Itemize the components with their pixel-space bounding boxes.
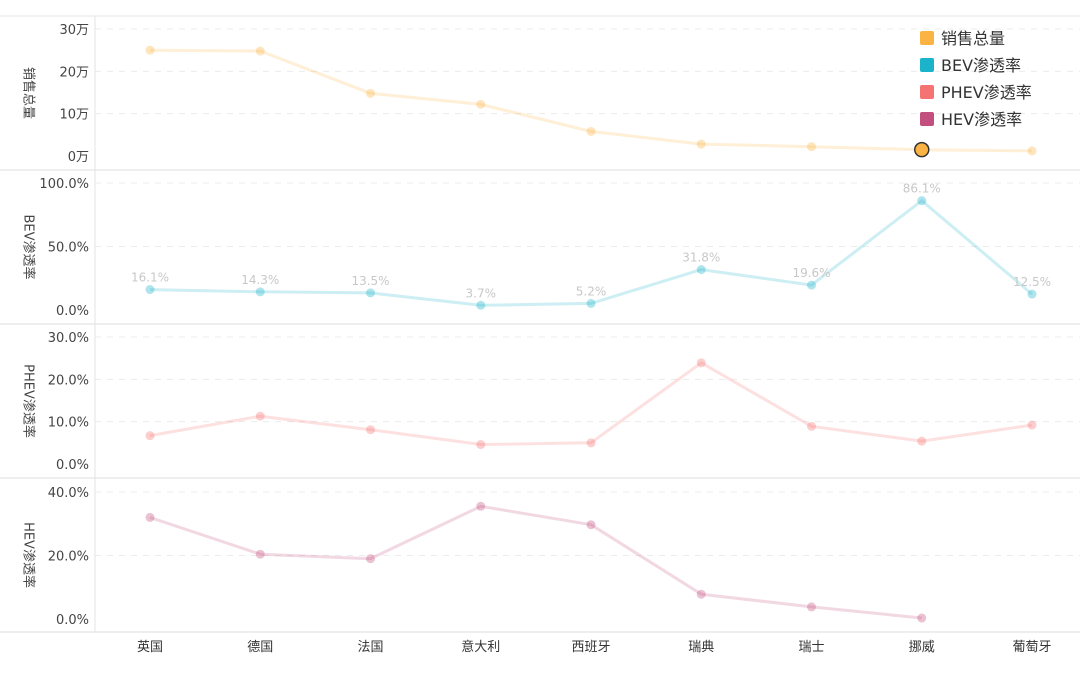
data-point: [586, 520, 596, 530]
data-label: 16.1%: [131, 271, 169, 285]
data-point: [917, 436, 927, 446]
data-point: [1027, 420, 1037, 430]
y-axis-title: PHEV渗透率: [21, 364, 37, 438]
series-line-0: [149, 48, 1033, 153]
y-tick-label: 0.0%: [56, 304, 89, 319]
data-point: [145, 431, 155, 441]
data-point: [586, 438, 596, 448]
data-point: [586, 298, 596, 308]
y-tick-label: 0.0%: [56, 613, 89, 628]
y-tick-label: 0万: [68, 150, 89, 165]
y-tick-label: 20万: [59, 65, 89, 80]
data-point: [476, 501, 486, 511]
series-line-1: [149, 199, 1033, 307]
data-label: 3.7%: [466, 286, 497, 300]
data-point: [696, 358, 706, 368]
data-label: 12.5%: [1013, 275, 1051, 289]
data-point: [807, 602, 816, 612]
data-point: [1027, 289, 1037, 299]
data-point: [807, 280, 816, 290]
data-point: [1027, 146, 1037, 156]
y-tick-label: 40.0%: [48, 486, 89, 501]
legend-swatch: [920, 85, 934, 99]
y-axis-title: 销售总量: [21, 67, 37, 119]
data-point: [696, 139, 706, 149]
data-point: [255, 411, 265, 421]
y-tick-label: 20.0%: [48, 550, 89, 565]
y-tick-label: 30万: [59, 23, 89, 38]
data-point: [366, 88, 375, 98]
x-tick-label: 法国: [357, 640, 383, 655]
x-tick-label: 挪威: [909, 640, 935, 655]
data-point: [917, 613, 927, 623]
data-point: [476, 300, 486, 310]
series-line-3: [149, 504, 922, 620]
x-tick-label: 瑞士: [798, 640, 824, 655]
legend-label: PHEV渗透率: [941, 83, 1032, 102]
y-tick-label: 10.0%: [48, 416, 89, 431]
y-axis-title: HEV渗透率: [21, 522, 37, 588]
data-label: 31.8%: [682, 251, 720, 265]
y-tick-label: 100.0%: [39, 177, 89, 192]
x-tick-label: 葡萄牙: [1012, 640, 1051, 655]
data-point: [145, 285, 155, 295]
x-tick-label: 英国: [137, 640, 163, 655]
data-point: [255, 46, 265, 56]
x-tick-label: 德国: [247, 640, 273, 655]
y-tick-label: 0.0%: [56, 458, 89, 473]
legend-swatch: [920, 58, 934, 72]
data-point: [145, 45, 155, 55]
legend-swatch: [920, 112, 934, 126]
x-tick-label: 瑞典: [688, 640, 714, 655]
data-point: [366, 288, 375, 298]
data-point: [476, 440, 486, 450]
y-tick-label: 50.0%: [48, 241, 89, 256]
legend-swatch: [920, 31, 934, 45]
data-label: 5.2%: [576, 284, 607, 298]
series-line-2: [149, 361, 1033, 446]
data-point: [696, 265, 706, 275]
y-tick-label: 10万: [59, 108, 89, 123]
data-point: [807, 421, 816, 431]
data-label: 14.3%: [241, 273, 279, 287]
data-point-highlight: [914, 141, 930, 158]
legend-label: HEV渗透率: [941, 110, 1022, 129]
legend-label: 销售总量: [941, 29, 1005, 48]
data-point: [917, 196, 927, 206]
data-point: [366, 425, 375, 435]
x-tick-label: 西班牙: [571, 640, 610, 655]
y-tick-label: 30.0%: [48, 331, 89, 346]
y-tick-label: 20.0%: [48, 373, 89, 388]
data-point: [255, 549, 265, 559]
data-point: [476, 99, 486, 109]
data-point: [366, 554, 375, 564]
y-axis-title: BEV渗透率: [21, 214, 37, 279]
legend-label: BEV渗透率: [941, 56, 1021, 75]
data-point: [145, 512, 155, 522]
data-point: [807, 142, 816, 152]
data-point: [696, 589, 706, 599]
x-tick-label: 意大利: [461, 639, 500, 655]
data-label: 13.5%: [351, 274, 389, 288]
data-point: [255, 287, 265, 297]
data-label: 86.1%: [903, 182, 941, 196]
data-label: 19.6%: [792, 266, 830, 280]
data-point: [586, 126, 596, 136]
